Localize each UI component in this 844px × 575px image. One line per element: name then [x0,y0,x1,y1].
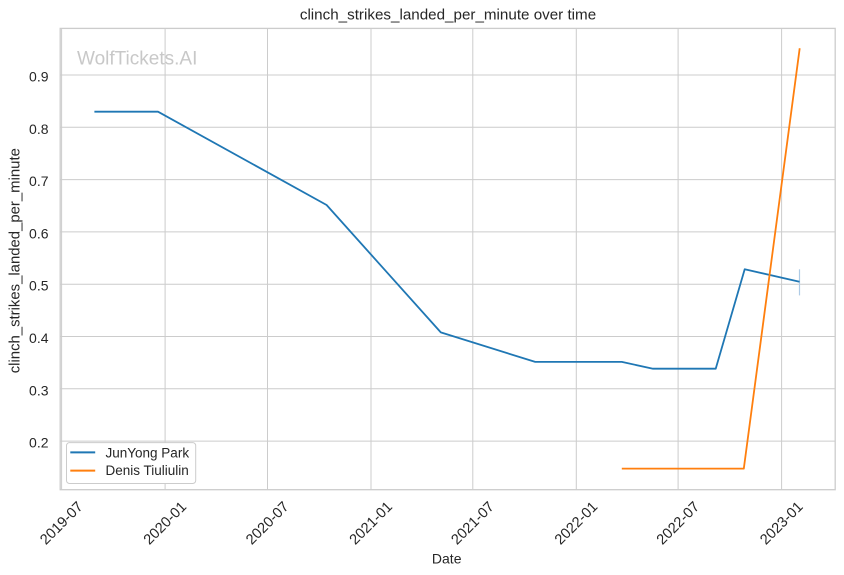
svg-text:Date: Date [432,551,462,567]
svg-text:0.2: 0.2 [29,435,49,451]
svg-text:0.4: 0.4 [29,330,49,346]
svg-text:clinch_strikes_landed_per_minu: clinch_strikes_landed_per_minute [8,148,24,373]
svg-text:Denis Tiuliulin: Denis Tiuliulin [106,463,189,478]
svg-text:0.5: 0.5 [29,278,49,294]
svg-text:JunYong Park: JunYong Park [106,445,190,460]
svg-text:0.8: 0.8 [29,121,49,137]
svg-text:0.7: 0.7 [29,173,49,189]
svg-text:0.3: 0.3 [29,382,49,398]
svg-text:WolfTickets.AI: WolfTickets.AI [77,49,197,70]
svg-text:clinch_strikes_landed_per_minu: clinch_strikes_landed_per_minute over ti… [300,7,596,24]
svg-text:0.9: 0.9 [29,69,49,85]
svg-text:0.6: 0.6 [29,225,49,241]
